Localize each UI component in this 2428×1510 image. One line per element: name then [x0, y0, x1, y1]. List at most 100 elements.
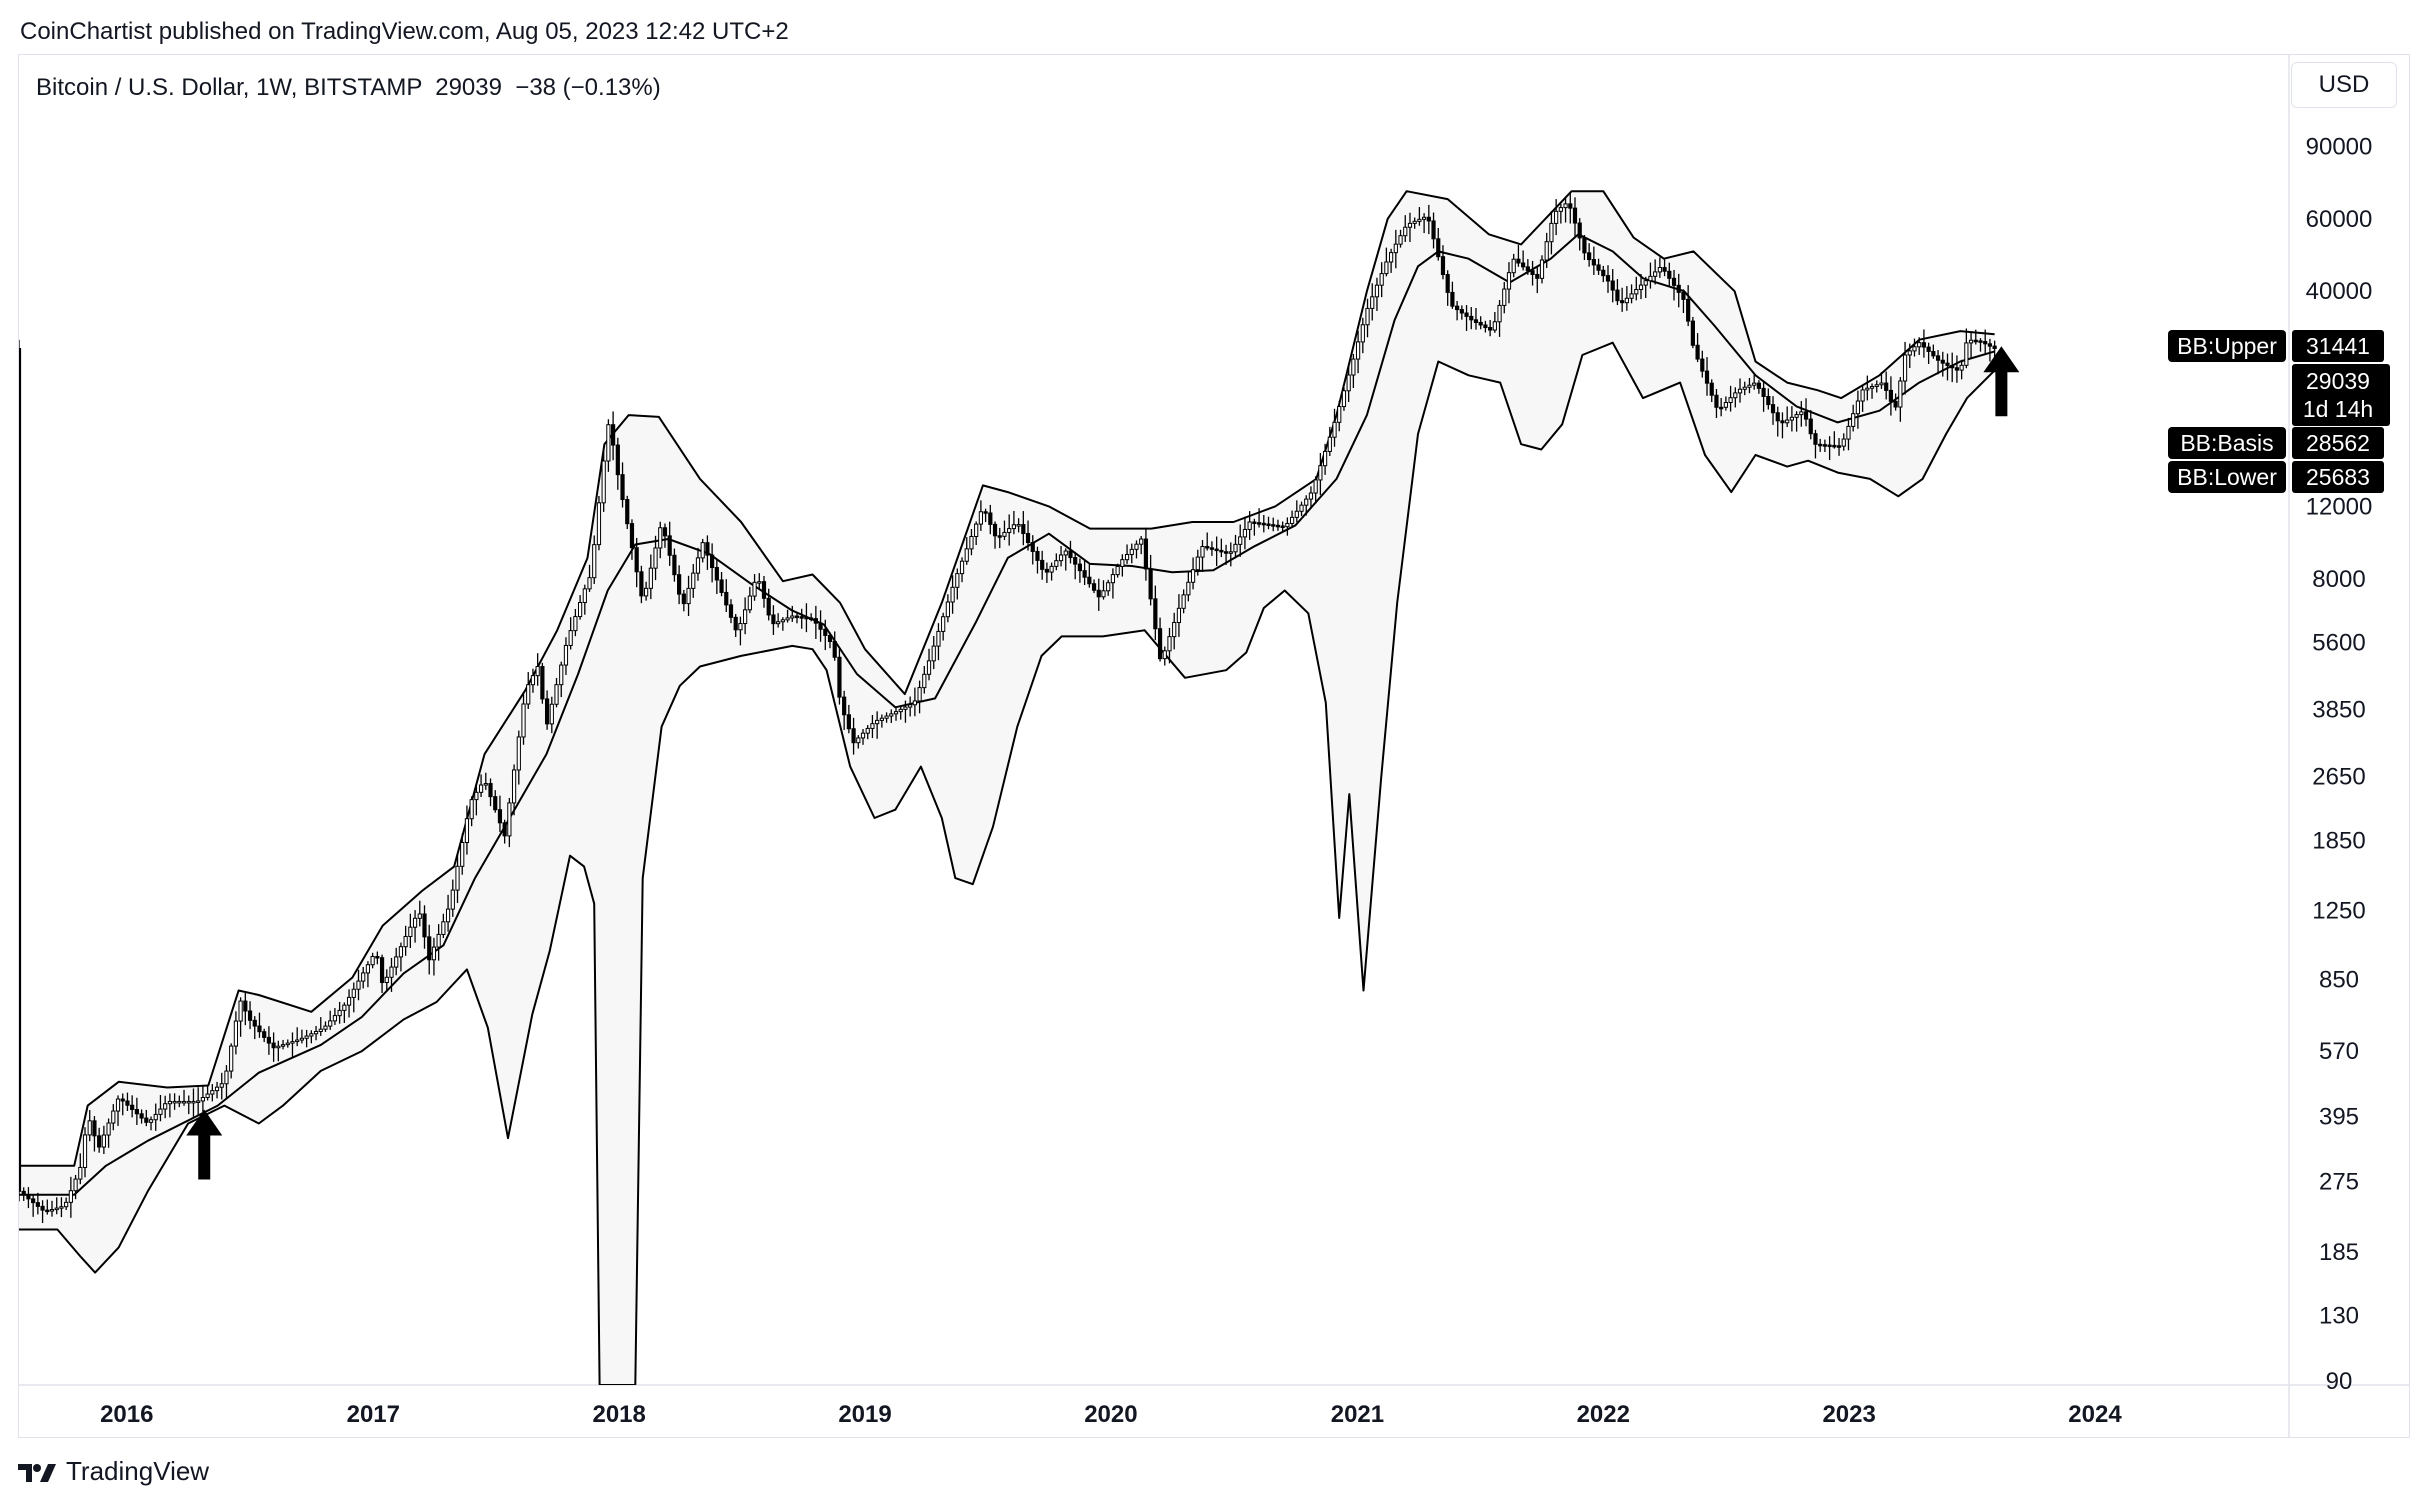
candle-body [1544, 241, 1549, 261]
y-tick-label: 5600 [2312, 630, 2365, 657]
x-tick-label: 2022 [1577, 1401, 1630, 1428]
candle-body [1714, 394, 1719, 408]
candle-body [686, 587, 691, 605]
candle-body [1058, 554, 1064, 562]
tag-bb-lower-label: BB:Lower [2177, 464, 2277, 490]
candle-body [1407, 222, 1413, 228]
candle-body [799, 616, 804, 619]
candle-body [370, 955, 375, 966]
band-fill-area [19, 191, 1995, 1385]
candle-body [860, 732, 866, 739]
candle-body [1535, 273, 1540, 279]
candle-body [1657, 267, 1662, 273]
candle-body [596, 502, 602, 546]
candle-body [959, 560, 965, 575]
candle-body [1789, 416, 1794, 421]
candle-body [1926, 346, 1931, 352]
candle-body [1054, 560, 1059, 567]
candle-body [917, 687, 922, 702]
candle-body [1247, 521, 1252, 530]
candle-body [1091, 583, 1097, 591]
candle-body [153, 1113, 158, 1121]
candle-body [1653, 271, 1658, 277]
tradingview-brand[interactable]: TradingView [18, 1456, 209, 1487]
candle-body [530, 675, 536, 686]
candle-body [1021, 524, 1026, 535]
candle-body [1139, 538, 1144, 545]
candle-body [1445, 274, 1450, 293]
candle-body [1167, 636, 1172, 652]
candle-body [1129, 548, 1134, 556]
candle-body [1624, 297, 1629, 304]
candle-body [785, 617, 790, 621]
candle-body [851, 728, 856, 744]
candle-body [1464, 312, 1469, 317]
candle-body [1643, 280, 1648, 286]
candle-body [846, 714, 851, 730]
candle-body [747, 595, 752, 611]
candle-body [210, 1090, 215, 1095]
candle-body [120, 1098, 125, 1102]
candle-body [1978, 340, 1983, 343]
candle-body [1671, 277, 1677, 286]
candle-body [1921, 342, 1927, 348]
candle-body [516, 736, 521, 771]
tag-bb-basis-label-bg [2168, 427, 2286, 459]
candle-body [601, 460, 606, 504]
candle-body [403, 935, 408, 948]
candle-body [936, 630, 941, 647]
candle-body [1587, 252, 1592, 261]
candle-body [1917, 342, 1922, 348]
candle-body [549, 703, 554, 725]
up-arrow-icon [186, 1109, 223, 1180]
candle-body [1233, 543, 1238, 553]
candle-body [450, 889, 455, 910]
candle-body [1766, 395, 1771, 406]
candle-body [1780, 420, 1785, 424]
candle-body [1238, 536, 1243, 545]
candle-body [790, 615, 795, 619]
candle-body [903, 706, 908, 710]
candle-body [1884, 382, 1889, 391]
candle-body [1181, 594, 1186, 609]
candle-body [40, 1205, 45, 1211]
candle-body [493, 796, 498, 811]
tag-bb-lower-value: 25683 [2306, 464, 2370, 490]
candle-body [455, 865, 460, 891]
candle-body [875, 719, 880, 725]
candle-body [299, 1037, 305, 1041]
candle-body [1403, 226, 1408, 237]
candle-body [941, 616, 946, 632]
candle-body [497, 809, 503, 824]
candle-body [115, 1098, 121, 1112]
candle-body [177, 1100, 182, 1104]
candle-body [771, 614, 776, 625]
y-tick-label: 185 [2319, 1239, 2359, 1266]
candle-body [214, 1086, 220, 1092]
candle-body [511, 769, 517, 804]
candle-body [766, 597, 771, 616]
candle-body [323, 1025, 328, 1030]
candle-body [1638, 284, 1644, 290]
candle-body [705, 542, 710, 556]
tag-bb-lower-label-bg [2168, 461, 2286, 493]
candle-body [252, 1019, 257, 1027]
candle-body [1737, 388, 1743, 394]
currency-button[interactable]: USD [2291, 62, 2397, 108]
candle-body [625, 499, 630, 525]
candle-body [1704, 370, 1710, 384]
symbol-legend[interactable]: Bitcoin / U.S. Dollar, 1W, BITSTAMP 2903… [36, 74, 661, 101]
candle-body [1709, 382, 1714, 396]
candle-body [186, 1100, 191, 1104]
candle-body [21, 1190, 26, 1196]
candle-body [1087, 576, 1092, 585]
candle-body [535, 666, 540, 677]
candle-body [1384, 261, 1389, 275]
candle-body [582, 588, 587, 604]
candle-body [1044, 568, 1050, 573]
time-axis[interactable]: 2016 2017 2018 2019 2020 2021 2022 2023 2024 [100, 1401, 2122, 1428]
price-axis[interactable]: 1300009000060000400001200080005600385026… [2299, 68, 2379, 1395]
candle-body [1511, 258, 1516, 274]
